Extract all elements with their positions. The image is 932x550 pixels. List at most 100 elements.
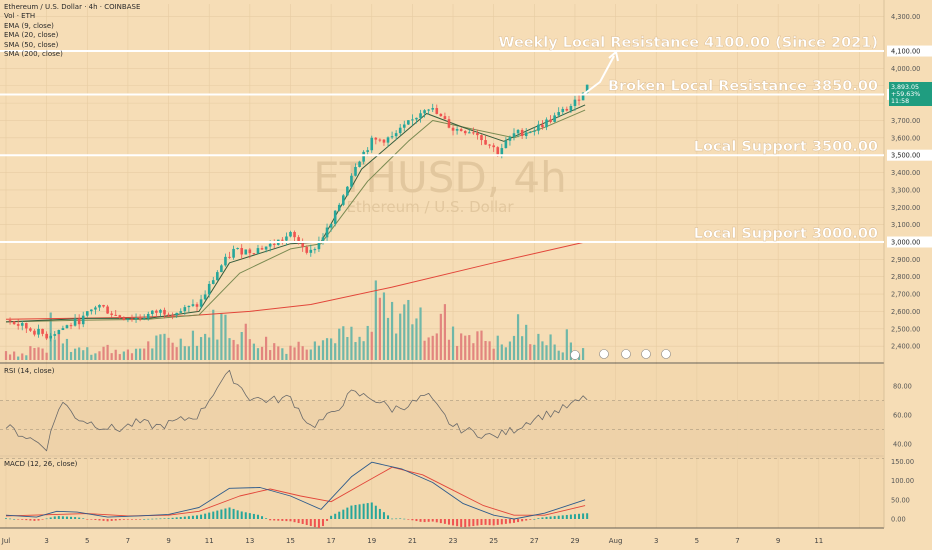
macd-histogram-bar [488,519,491,526]
candle-body [73,318,77,326]
candle-body [565,108,569,111]
volume-bar [269,350,272,360]
candle-body [175,312,178,316]
candle-body [248,249,252,254]
volume-bar [549,334,552,360]
volume-bar [264,336,268,360]
macd-histogram-bar [21,519,24,520]
volume-bar [516,314,520,360]
event-markers[interactable] [570,349,671,360]
price-tick: 2,700.00 [891,291,920,299]
event-marker-icon[interactable] [570,350,580,360]
macd-tick: 0.00 [891,516,906,524]
volume-bar [456,345,459,360]
macd-histogram-bar [403,518,406,520]
price-tick: 3,300.00 [891,186,920,194]
level-label: Local Support 3500.00 [694,139,878,155]
candle-body [451,127,455,131]
macd-histogram-bar [456,519,459,527]
volume-bar [179,338,182,360]
volume-bar [212,309,215,360]
volume-bar [439,313,442,360]
volume-bar [390,301,394,360]
macd-histogram-bar [537,518,540,519]
candle-body [370,137,374,151]
candle-body [268,243,272,247]
volume-bar [403,304,406,360]
candle-body [305,246,309,253]
candle-body [524,132,528,136]
macd-histogram-bar [305,519,308,526]
candle-body [146,314,150,319]
volume-bar [297,341,300,360]
volume-bar [427,337,430,360]
macd-histogram-bar [521,519,524,522]
macd-histogram-bar [106,519,109,522]
volume-bar [29,346,32,360]
moving-averages [5,104,586,323]
flag-event-icon[interactable] [661,349,671,359]
candle-body [325,227,329,238]
candle-body [467,132,471,134]
candle-body [102,304,105,307]
macd-histogram-bar [289,519,292,522]
volume-bar [78,347,81,360]
macd-histogram-bar [175,517,178,519]
candle-body [183,307,187,312]
candle-body [126,318,130,320]
price-tick: 2,600.00 [891,308,920,316]
volume-bar [419,307,422,360]
volume-bar [130,353,134,360]
indicator-ema20: EMA (20, close) [4,31,59,40]
volume-bar [61,343,64,360]
volume-bar [460,333,463,360]
volume-bar [17,356,20,360]
candle-body [85,311,89,316]
level-label: Local Support 3000.00 [694,226,878,242]
macd-histogram-bar [82,518,85,519]
macd-histogram-bar [110,519,113,521]
volume-bar [553,344,556,360]
volume-bar [277,346,280,360]
flag-event-icon[interactable] [641,349,651,359]
macd-pane: MACD (12, 26, close) [4,460,589,529]
macd-histogram-bar [317,519,320,529]
candle-body [553,115,556,122]
volume-bar [508,341,512,360]
candle-body [179,311,183,313]
candle-body [443,116,447,120]
rsi-pane: RSI (14, close) [0,367,884,459]
macd-histogram-bar [5,518,7,519]
macd-histogram-bar [484,519,487,525]
candle-body [516,129,520,134]
volume-bar [334,343,337,360]
macd-histogram-bar [216,510,219,519]
candle-body [313,249,317,251]
volume-bar [126,349,130,360]
price-tick: 3,100.00 [891,221,920,229]
macd-histogram-bar [261,516,264,519]
macd-histogram-bar [248,513,251,519]
macd-line [5,461,586,520]
volume-bar [500,344,503,360]
candle-body [203,294,207,300]
volume-bar [224,314,227,360]
macd-histogram-bar [382,512,385,519]
time-tick: 17 [327,537,336,545]
time-tick: 9 [166,537,170,545]
time-tick: 3 [44,537,48,545]
macd-histogram-bar [90,519,93,520]
flag-event-icon[interactable] [621,349,631,359]
macd-histogram-bar [13,518,16,520]
volume-bar [480,330,483,360]
macd-histogram-bar [277,519,280,521]
candle-body [134,318,138,320]
price-axis[interactable]: 4,300.00 4,000.00 3,700.00 3,600.00 3,400.00… [891,13,920,524]
flag-event-icon[interactable] [599,349,609,359]
time-axis[interactable]: Jul 3 5 7 9 11 13 15 17 19 21 23 25 27 29 Aug 3 5 7 9 11 [1,537,823,545]
macd-histogram-bar [549,516,552,519]
volume-bar [386,317,390,360]
macd-histogram-bar [513,519,515,523]
macd-histogram-bar [423,519,426,523]
